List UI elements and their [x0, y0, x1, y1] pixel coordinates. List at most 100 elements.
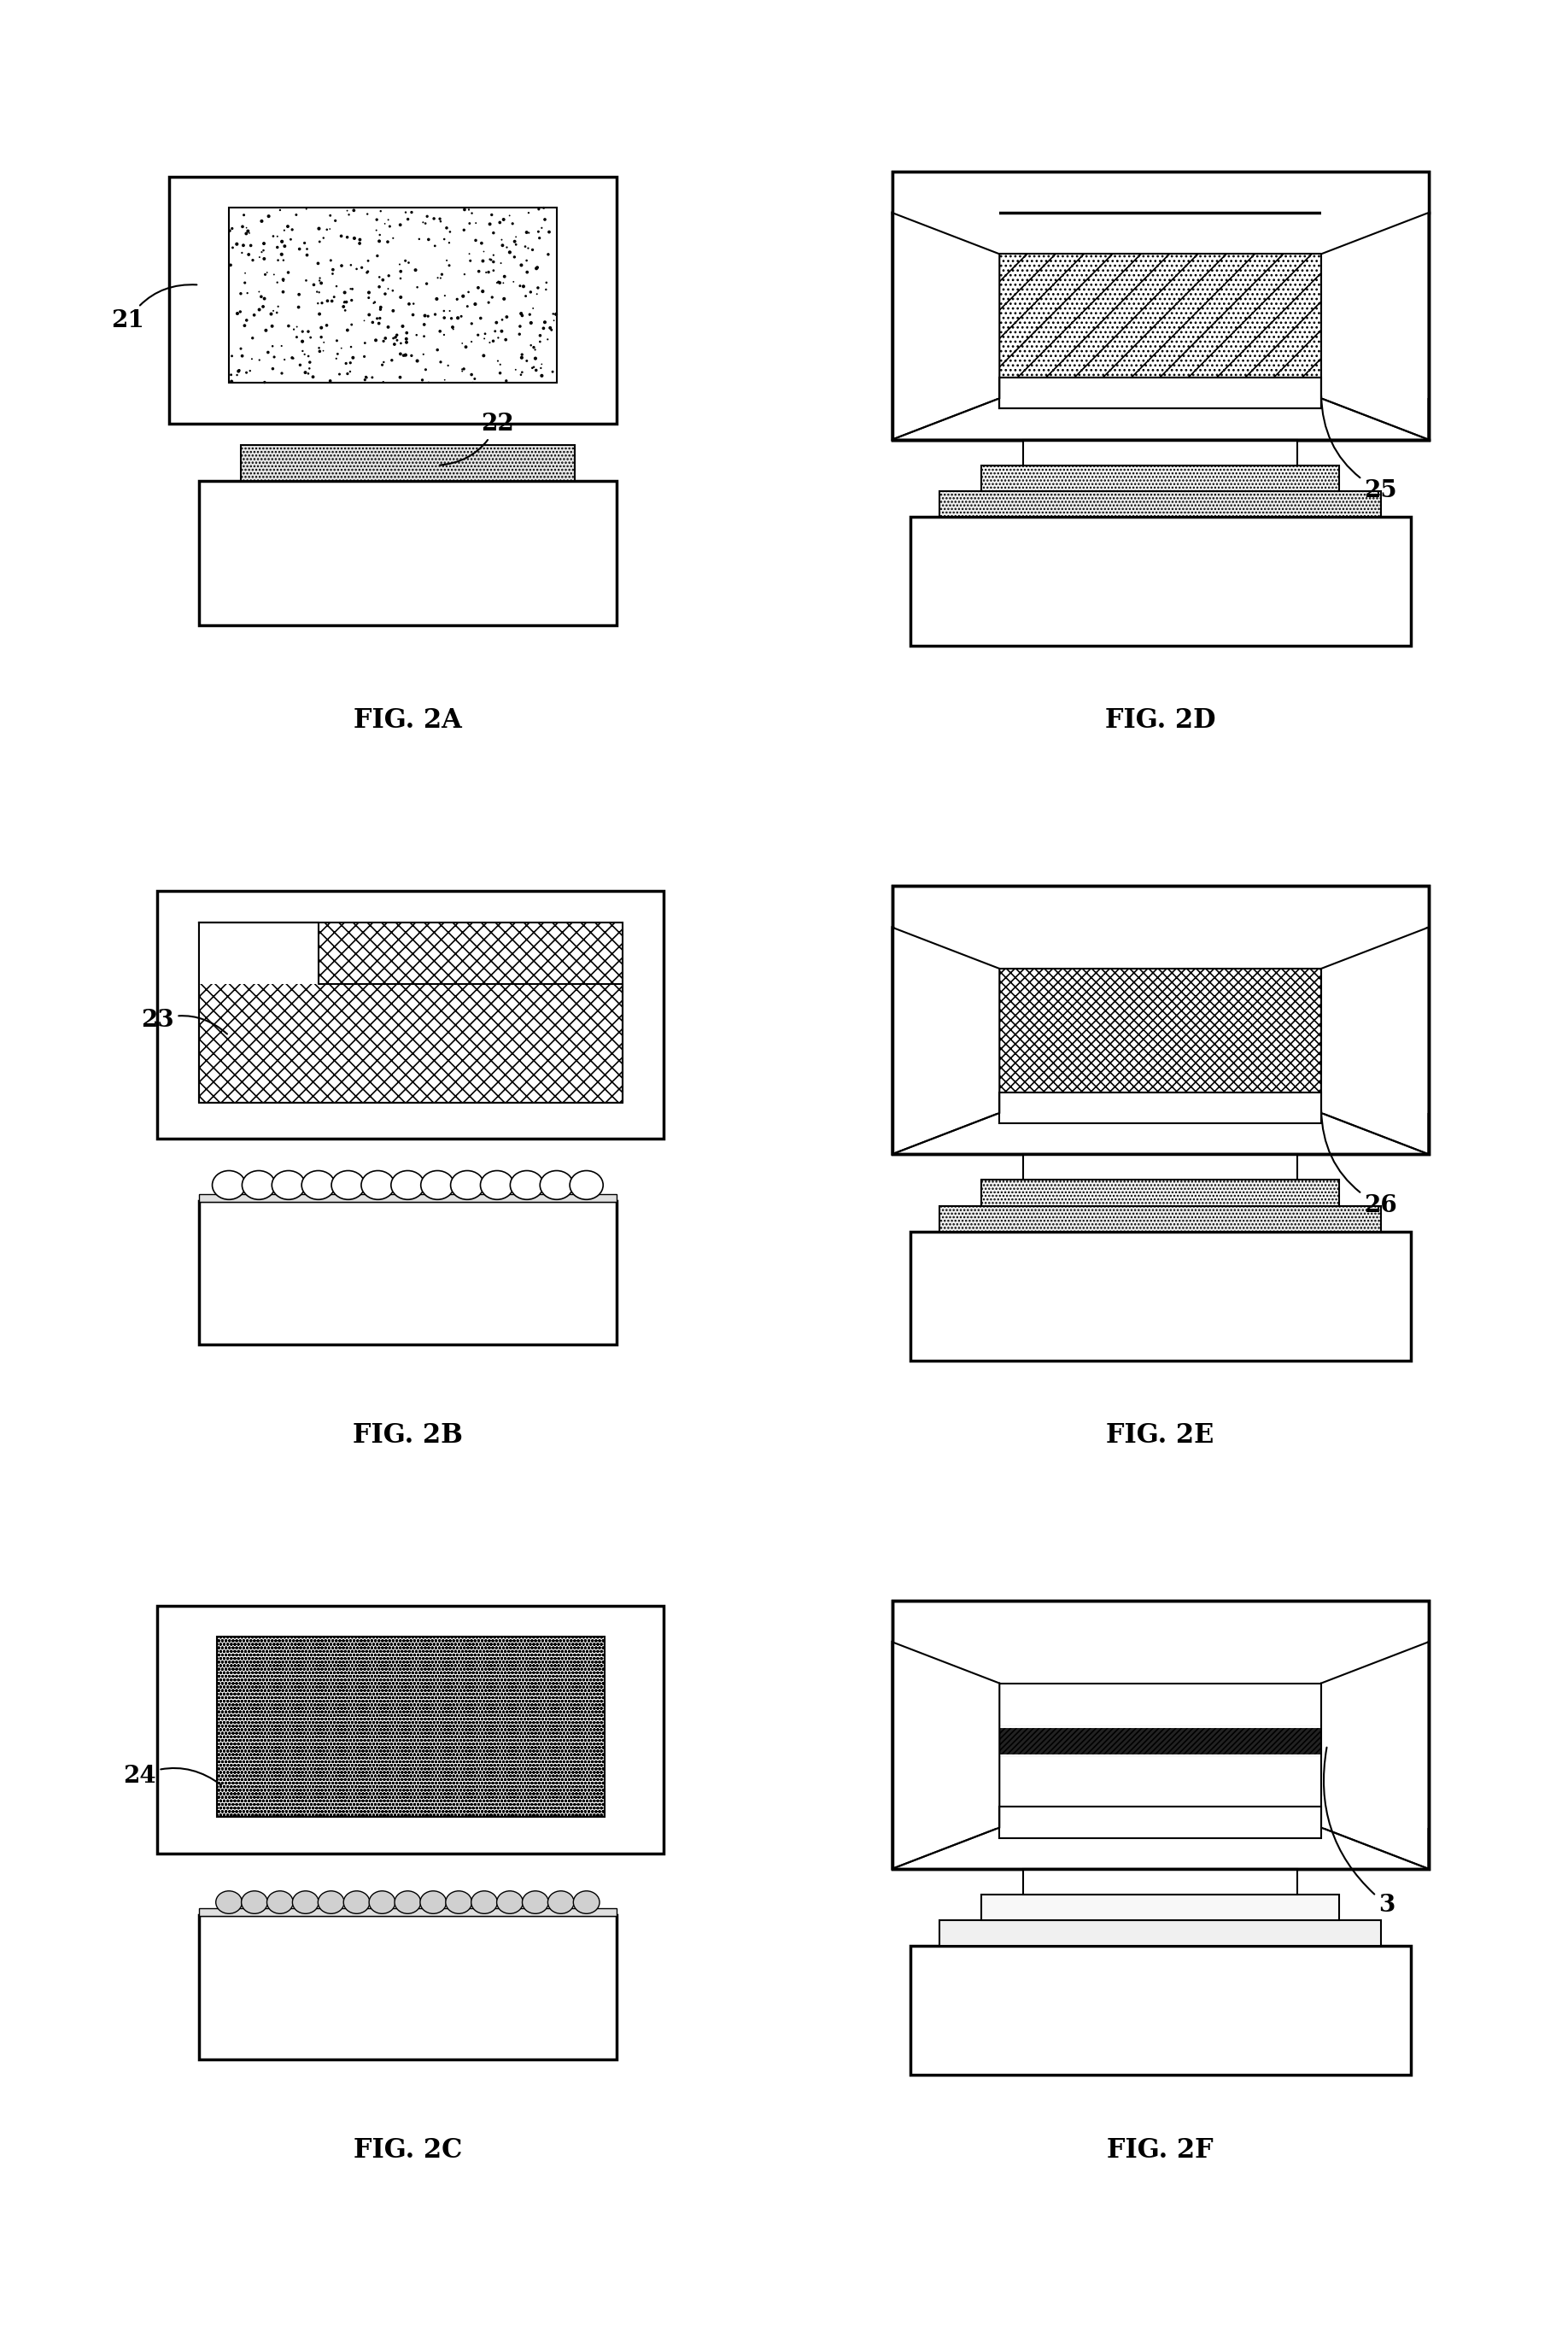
Bar — [199, 1914, 616, 2059]
Point — [494, 363, 519, 401]
Point — [414, 265, 439, 302]
Point — [367, 216, 392, 253]
Point — [367, 223, 392, 260]
Point — [232, 265, 257, 302]
Point — [436, 246, 461, 284]
Circle shape — [539, 1172, 574, 1200]
Point — [452, 211, 477, 248]
Point — [353, 361, 378, 398]
Point — [532, 309, 557, 347]
Point — [416, 220, 441, 258]
Point — [281, 312, 306, 349]
Bar — [199, 923, 318, 984]
Point — [329, 218, 354, 255]
Point — [367, 258, 392, 295]
Point — [525, 269, 550, 307]
Bar — [892, 1642, 999, 1828]
Point — [394, 314, 419, 351]
Point — [376, 201, 401, 239]
Point — [229, 337, 254, 375]
Point — [365, 237, 390, 274]
Point — [472, 314, 497, 351]
Point — [306, 284, 331, 321]
Point — [276, 209, 301, 246]
Point — [375, 223, 400, 260]
Point — [379, 342, 405, 380]
Bar — [169, 176, 616, 424]
Point — [376, 309, 401, 347]
Point — [321, 279, 347, 316]
Point — [235, 274, 260, 312]
Point — [351, 302, 376, 340]
Bar — [157, 1605, 663, 1853]
Point — [271, 260, 296, 298]
Point — [387, 335, 412, 373]
Point — [232, 307, 257, 344]
Bar — [939, 1921, 1381, 1947]
Point — [481, 237, 506, 274]
Point — [332, 284, 358, 321]
Point — [539, 354, 564, 391]
Bar — [229, 209, 557, 382]
Point — [307, 295, 332, 333]
Point — [431, 300, 456, 337]
Point — [373, 274, 398, 312]
Circle shape — [331, 1172, 365, 1200]
Point — [354, 253, 379, 291]
Point — [459, 323, 485, 361]
Point — [329, 330, 354, 368]
Text: 25: 25 — [1322, 396, 1397, 504]
Text: 22: 22 — [441, 412, 514, 466]
Point — [237, 351, 262, 389]
Point — [459, 356, 485, 394]
Point — [541, 295, 566, 333]
Point — [227, 293, 252, 330]
Bar — [199, 923, 622, 1104]
Point — [314, 211, 339, 248]
Point — [511, 267, 536, 305]
Point — [372, 204, 397, 241]
Point — [320, 255, 345, 293]
Point — [249, 201, 274, 239]
Point — [384, 321, 409, 358]
Point — [298, 319, 323, 356]
Point — [317, 211, 342, 248]
Point — [240, 340, 265, 377]
Point — [284, 319, 309, 356]
Point — [456, 190, 481, 227]
Point — [249, 279, 274, 316]
Point — [448, 298, 474, 335]
Point — [416, 298, 441, 335]
Polygon shape — [892, 213, 999, 440]
Point — [340, 340, 365, 377]
Bar — [999, 1806, 1322, 1837]
Point — [287, 276, 312, 314]
Bar — [982, 1895, 1339, 1921]
Polygon shape — [1322, 1642, 1428, 1870]
Point — [441, 309, 466, 347]
Point — [494, 321, 519, 358]
Point — [394, 337, 419, 375]
Bar — [199, 480, 616, 626]
Point — [271, 241, 296, 279]
Point — [281, 340, 306, 377]
Point — [403, 251, 428, 288]
Point — [306, 211, 331, 248]
Point — [506, 316, 532, 354]
Point — [296, 349, 321, 387]
Point — [314, 307, 339, 344]
Point — [390, 307, 416, 344]
Point — [334, 284, 359, 321]
Point — [524, 276, 549, 314]
Point — [508, 295, 533, 333]
Point — [392, 337, 417, 375]
Point — [383, 319, 408, 356]
Point — [463, 223, 488, 260]
Point — [477, 284, 502, 321]
Text: FIG. 2A: FIG. 2A — [353, 708, 463, 733]
Point — [510, 354, 535, 391]
Point — [486, 262, 511, 300]
Point — [284, 307, 309, 344]
Point — [383, 326, 408, 363]
Point — [452, 255, 477, 293]
